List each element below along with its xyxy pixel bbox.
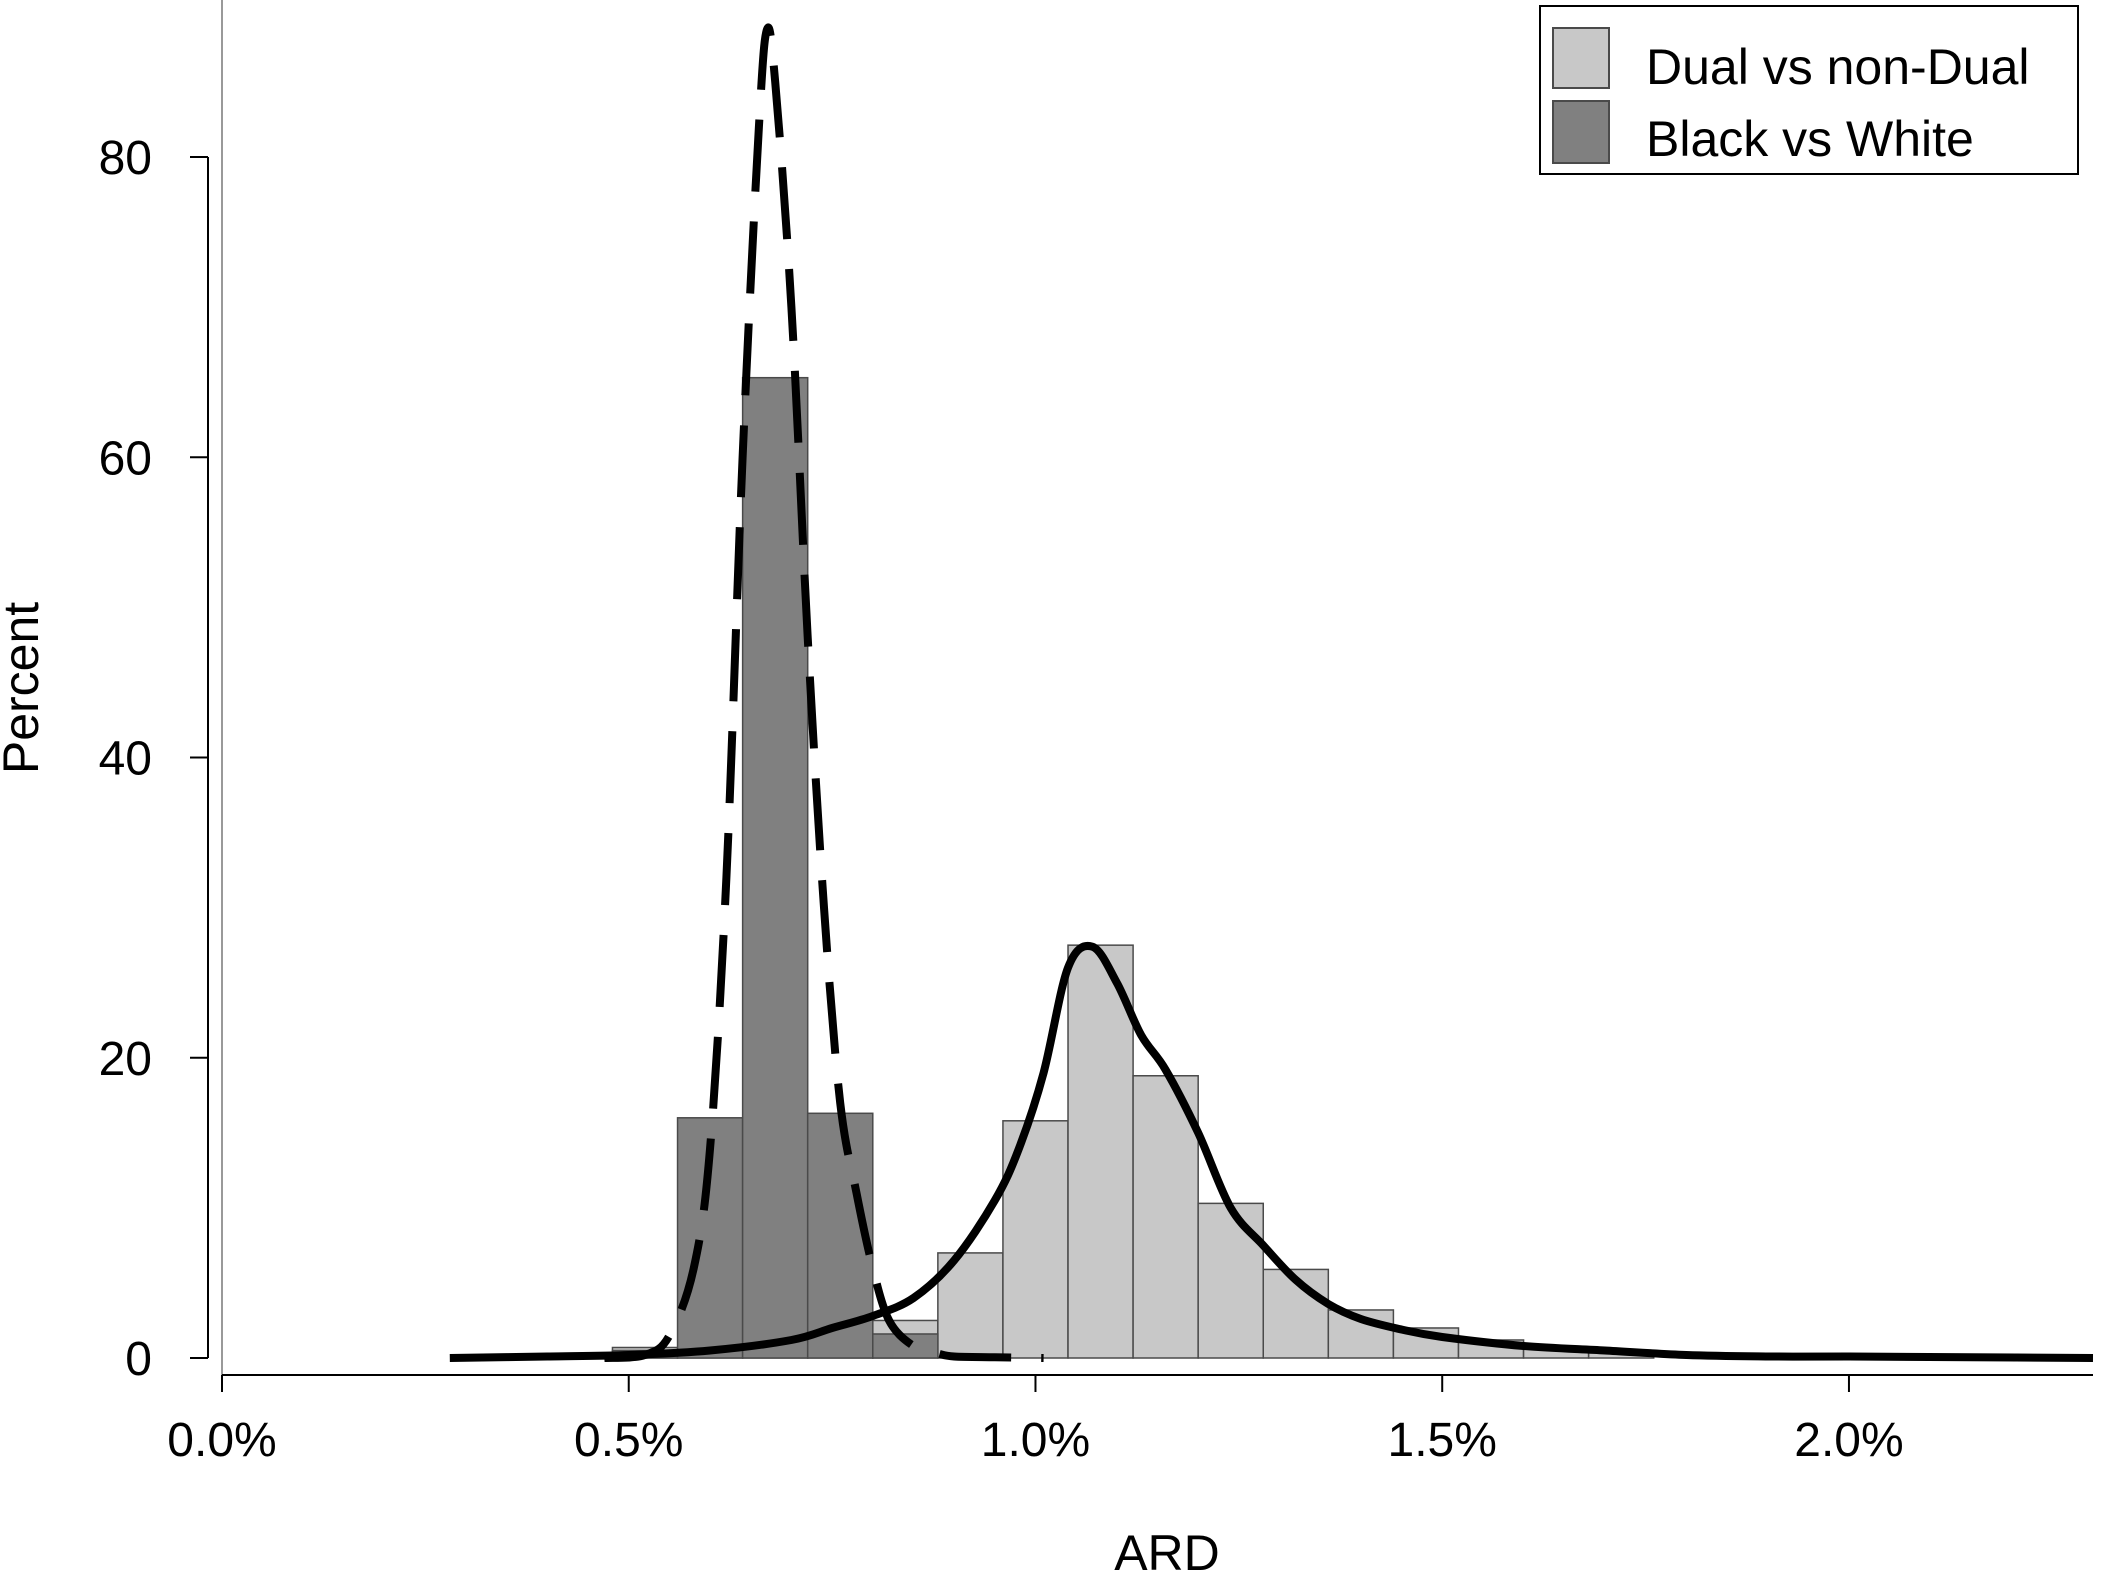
density-curves — [449, 23, 2094, 1362]
x-tick-label: 0.5% — [574, 1414, 683, 1467]
tick-marks: 0.0% 0.5% 1.0% 1.5% 2.0% 0 20 40 60 80 — [99, 132, 1904, 1467]
x-tick-label: 1.0% — [981, 1414, 1090, 1467]
legend-label-black: Black vs White — [1646, 111, 1974, 167]
y-axis-title: Percent — [0, 602, 49, 774]
legend-box — [1539, 5, 2079, 175]
y-tick-label: 20 — [99, 1033, 152, 1086]
y-tick-label: 60 — [99, 432, 152, 485]
histogram-bar-black-2 — [741, 376, 809, 1359]
y-tick-label: 80 — [99, 132, 152, 185]
density-curve-dual — [449, 941, 2094, 1362]
histogram-bar-dual-9 — [1197, 1202, 1265, 1359]
y-tick-label: 0 — [125, 1333, 152, 1386]
y-tick-label: 40 — [99, 733, 152, 786]
x-tick-label: 2.0% — [1794, 1414, 1903, 1467]
x-tick-label: 1.5% — [1388, 1414, 1497, 1467]
x-axis-title: ARD — [1114, 1525, 1220, 1575]
legend-label-dual: Dual vs non-Dual — [1646, 39, 2030, 95]
legend-swatch-black — [1552, 100, 1610, 164]
density-curve-black — [604, 23, 1044, 1362]
x-tick-label: 0.0% — [167, 1414, 276, 1467]
histogram-bars — [611, 376, 1655, 1359]
legend-swatch-dual — [1552, 27, 1610, 89]
legend: Dual vs non-Dual Black vs White — [1539, 5, 2079, 175]
histogram-bar-dual-8 — [1132, 1075, 1199, 1359]
histogram-bar-dual-6 — [1002, 1120, 1069, 1359]
histogram-bar-dual-7 — [1067, 944, 1134, 1359]
